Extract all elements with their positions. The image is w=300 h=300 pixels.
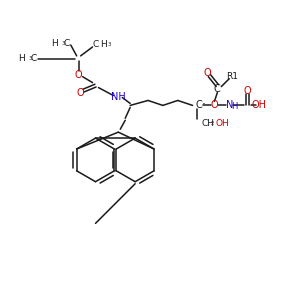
Text: NH: NH	[111, 92, 126, 103]
Text: R1: R1	[226, 72, 238, 81]
Text: C: C	[64, 38, 70, 47]
Text: C: C	[92, 40, 99, 50]
Text: OH: OH	[215, 119, 229, 128]
Text: H: H	[51, 38, 58, 47]
Text: $_3$: $_3$	[61, 38, 66, 47]
Text: $_3$: $_3$	[107, 40, 112, 50]
Text: $_2$: $_2$	[210, 120, 215, 128]
Text: OH: OH	[251, 100, 266, 110]
Text: H: H	[231, 102, 237, 111]
Text: O: O	[211, 100, 218, 110]
Text: O: O	[204, 68, 211, 78]
Text: N: N	[226, 100, 233, 110]
Text: O: O	[75, 70, 82, 80]
Text: C: C	[196, 100, 202, 110]
Text: O: O	[77, 88, 85, 98]
Text: H: H	[100, 40, 107, 50]
Text: C: C	[31, 54, 37, 63]
Text: ·: ·	[202, 98, 206, 111]
Text: $_3$: $_3$	[28, 54, 33, 63]
Text: CH: CH	[202, 119, 214, 128]
Text: C: C	[214, 84, 221, 94]
Text: H: H	[18, 54, 25, 63]
Text: O: O	[243, 85, 251, 96]
